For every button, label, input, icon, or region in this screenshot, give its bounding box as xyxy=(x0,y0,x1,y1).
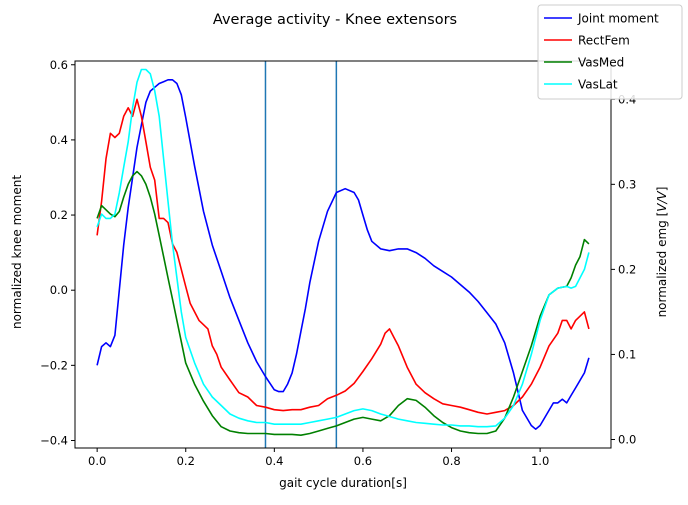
series-line-joint-moment xyxy=(96,79,590,431)
y-axis-label-right: normalized emg [V/V] xyxy=(655,187,669,318)
y-tick-label-right: 0.3 xyxy=(618,177,636,191)
y-tick-label-left: 0.4 xyxy=(50,133,68,147)
series-line-vasmed xyxy=(96,170,590,437)
y-tick-label-right: 0.1 xyxy=(618,347,636,361)
x-tick-label: 0.0 xyxy=(88,454,106,468)
x-tick-label: 0.8 xyxy=(442,454,460,468)
series-line-rectfem xyxy=(96,98,590,415)
series-line-vaslat xyxy=(96,68,590,428)
y-axis-label-left: normalized knee moment xyxy=(10,175,24,329)
x-tick-label: 1.0 xyxy=(531,454,549,468)
x-axis-label: gait cycle duration[s] xyxy=(279,476,407,490)
legend-box xyxy=(537,4,683,100)
plot-frame xyxy=(74,60,612,449)
y-tick-label-left: 0.0 xyxy=(50,283,68,297)
y-tick-label-right: 0.2 xyxy=(618,262,636,276)
y-tick-label-left: 0.6 xyxy=(50,58,68,72)
axes: 0.0 0.2 0.4 0.6 0.8 1.0 −0.4 −0.2 0.0 0.2 0.4 0.6 0.… xyxy=(40,58,636,468)
plot-area xyxy=(96,61,590,448)
legend-label-rectfem: RectFem xyxy=(578,34,630,48)
x-tick-label: 0.4 xyxy=(265,454,283,468)
legend-label-joint-moment: Joint moment xyxy=(577,12,659,26)
y-tick-label-left: 0.2 xyxy=(50,208,68,222)
chart-title: Average activity - Knee extensors xyxy=(213,12,457,28)
x-tick-label: 0.2 xyxy=(177,454,195,468)
legend-label-vasmed: VasMed xyxy=(578,56,624,70)
y-tick-label-right: 0.0 xyxy=(618,432,636,446)
x-tick-label: 0.6 xyxy=(354,454,372,468)
y-tick-label-left: −0.2 xyxy=(40,358,68,372)
y-tick-label-left: −0.4 xyxy=(40,433,68,447)
legend-label-vaslat: VasLat xyxy=(578,78,618,92)
legend: Joint moment RectFem VasMed VasLat xyxy=(537,4,683,100)
